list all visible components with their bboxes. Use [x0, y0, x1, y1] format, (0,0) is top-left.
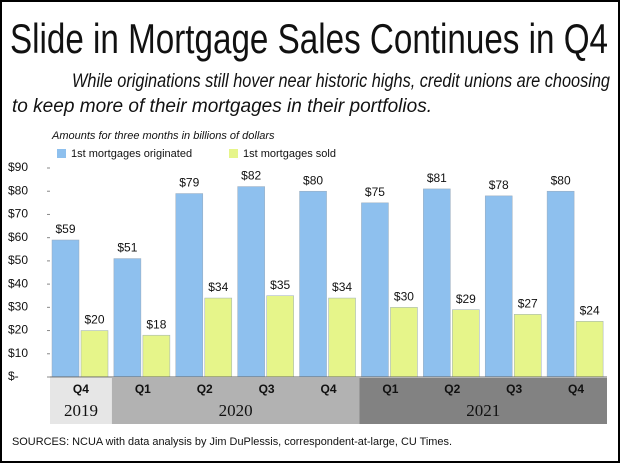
bar	[513, 314, 542, 378]
group-label: 2019	[64, 401, 98, 420]
x-tick-label: Q1	[382, 382, 398, 396]
x-tick-label: Q2	[197, 382, 213, 396]
value-label: $59	[55, 222, 75, 236]
value-label: $18	[146, 317, 166, 331]
chart-title: Slide in Mortgage Sales Continues in Q4	[10, 15, 608, 62]
group-band	[50, 378, 112, 424]
y-tick-label: $60	[8, 230, 28, 244]
bar	[423, 188, 451, 378]
y-tick-label: $30	[8, 300, 28, 314]
bar	[204, 297, 233, 378]
value-label: $20	[84, 313, 104, 327]
bar	[361, 202, 389, 378]
value-label: $80	[303, 173, 323, 187]
source: SOURCES: NCUA with data analysis by Jim …	[12, 436, 452, 448]
y-tick-label: $50	[8, 253, 28, 267]
y-tick-label: $20	[8, 323, 28, 337]
y-tick-label: $40	[8, 276, 28, 290]
value-label: $34	[208, 280, 228, 294]
bar	[299, 190, 327, 378]
bar	[113, 258, 142, 378]
x-tick-label: Q3	[259, 382, 275, 396]
bar	[51, 239, 80, 378]
x-tick-label: Q2	[444, 382, 460, 396]
bar	[175, 193, 204, 378]
bar	[452, 309, 480, 378]
x-tick-label: Q4	[73, 382, 89, 396]
bar	[575, 321, 604, 378]
value-label: $75	[365, 185, 385, 199]
y-tick-label: $70	[8, 207, 28, 221]
legend-label: 1st mortgages sold	[243, 148, 336, 160]
subtitle: to keep more of their mortgages in their…	[12, 96, 432, 117]
group-band	[111, 378, 360, 424]
value-label: $34	[332, 280, 352, 294]
y-tick-label: $10	[8, 346, 28, 360]
subtitle: While originations still hover near hist…	[72, 71, 610, 92]
y-tick-label: $-	[8, 369, 19, 383]
bar	[80, 330, 109, 378]
x-tick-label: Q1	[135, 382, 151, 396]
bar	[484, 195, 513, 378]
value-label: $81	[427, 171, 447, 185]
bar	[237, 186, 265, 378]
value-label: $80	[551, 173, 571, 187]
x-tick-label: Q4	[568, 382, 584, 396]
bar	[266, 295, 294, 378]
value-label: $27	[518, 296, 538, 310]
x-tick-label: Q3	[506, 382, 522, 396]
bar	[328, 297, 356, 378]
value-label: $30	[394, 290, 414, 304]
y-tick-label: $90	[8, 160, 28, 174]
value-label: $24	[580, 303, 600, 317]
legend-label: 1st mortgages originated	[71, 148, 192, 160]
value-label: $51	[117, 241, 137, 255]
value-label: $29	[456, 292, 476, 306]
value-label: $79	[179, 176, 199, 190]
group-label: 2020	[219, 401, 253, 420]
bar	[390, 307, 418, 378]
value-label: $35	[270, 278, 290, 292]
bar	[546, 190, 575, 378]
x-tick-label: Q4	[320, 382, 336, 396]
group-label: 2021	[466, 401, 500, 420]
axis-note: Amounts for three months in billions of …	[51, 130, 275, 142]
bar	[142, 334, 171, 378]
group-band	[359, 378, 607, 424]
legend-swatch	[229, 149, 238, 158]
value-label: $82	[241, 169, 261, 183]
value-label: $78	[489, 178, 509, 192]
y-tick-label: $80	[8, 183, 28, 197]
legend-swatch	[57, 149, 66, 158]
